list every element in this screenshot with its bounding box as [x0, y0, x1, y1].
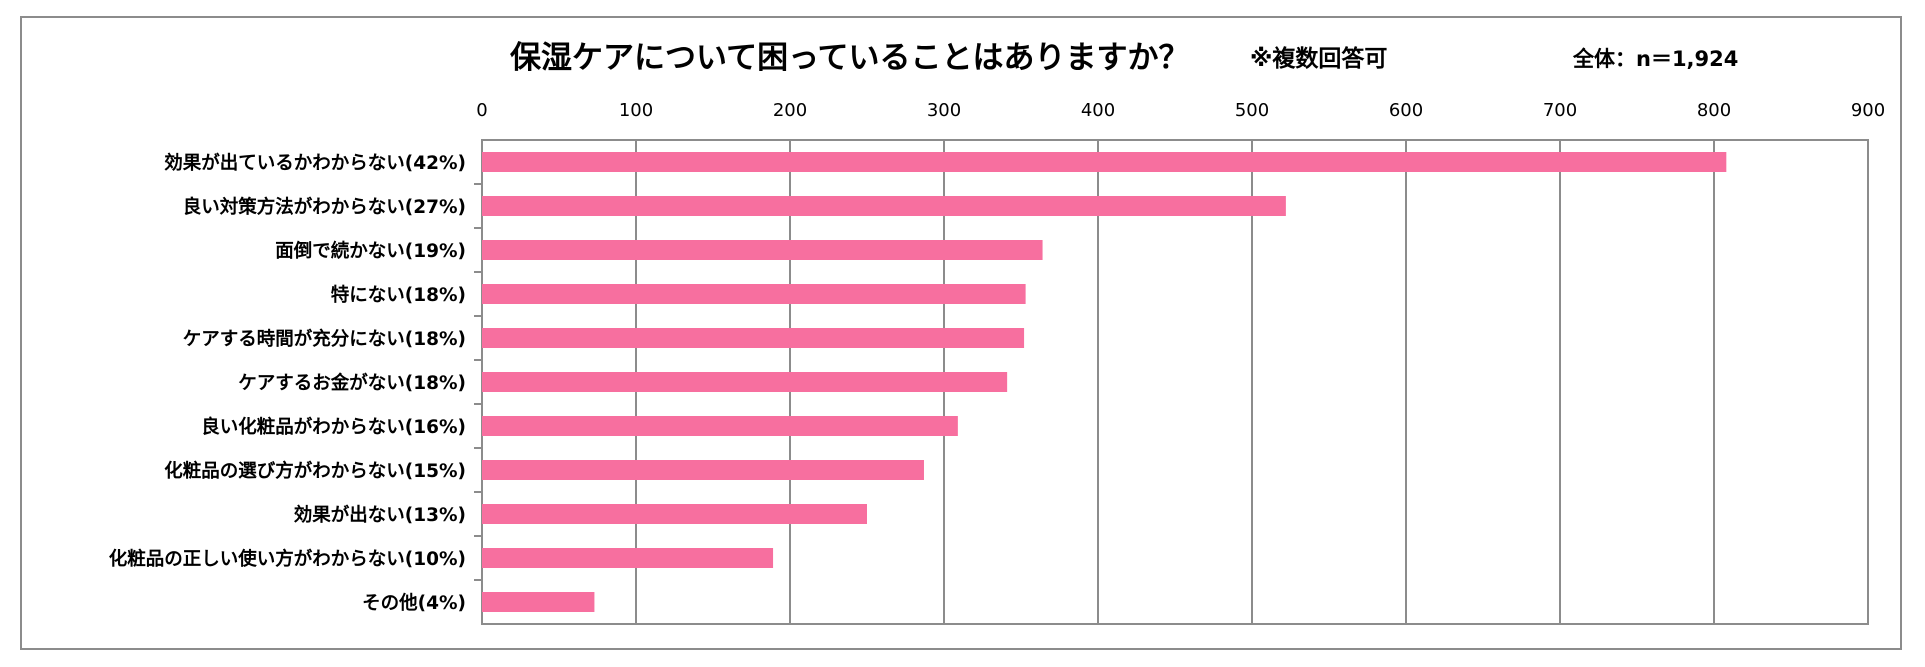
category-label: 良い化粧品がわからない(16%): [201, 416, 466, 438]
x-tick-label: 500: [1235, 100, 1269, 121]
category-label: 効果が出ない(13%): [294, 504, 466, 526]
x-tick-label: 0: [476, 100, 487, 121]
bar-4: [482, 284, 1026, 304]
sample-size-label: 全体：n＝1,924: [1572, 47, 1738, 71]
chart-title-note: ※複数回答可: [1250, 45, 1387, 72]
bar-2: [482, 196, 1286, 216]
chart-title: 保湿ケアについて困っていることはありますか？: [510, 40, 1190, 76]
category-label: その他(4%): [362, 592, 466, 614]
bar-7: [482, 416, 958, 436]
bar-5: [482, 328, 1025, 348]
category-label: 化粧品の選び方がわからない(15%): [164, 460, 466, 482]
x-tick-label: 100: [619, 100, 653, 121]
category-label: 効果が出ているかわからない(42%): [164, 152, 466, 174]
x-tick-label: 700: [1543, 100, 1577, 121]
category-label: 化粧品の正しい使い方がわからない(10%): [109, 548, 466, 570]
x-tick-label: 300: [927, 100, 961, 121]
bar-9: [482, 504, 867, 524]
bar-8: [482, 460, 924, 480]
x-tick-label: 600: [1389, 100, 1423, 121]
x-tick-label: 900: [1851, 100, 1885, 121]
bar-3: [482, 240, 1043, 260]
bar-1: [482, 152, 1727, 172]
category-label: 良い対策方法がわからない(27%): [183, 196, 466, 218]
bar-11: [482, 592, 595, 612]
category-label: 特にない(18%): [331, 284, 466, 306]
category-label: ケアするお金がない(18%): [238, 372, 466, 394]
plot-area: 0 100 200 300 400 500 600 700 800 900 効果が出ているかわからな…: [109, 100, 1885, 625]
x-tick-label: 400: [1081, 100, 1115, 121]
x-tick-label: 200: [773, 100, 807, 121]
category-label: 面倒で続かない(19%): [275, 240, 466, 262]
bar-10: [482, 548, 774, 568]
category-label: ケアする時間が充分にない(18%): [183, 328, 466, 350]
x-tick-label: 800: [1697, 100, 1731, 121]
bar-6: [482, 372, 1008, 392]
